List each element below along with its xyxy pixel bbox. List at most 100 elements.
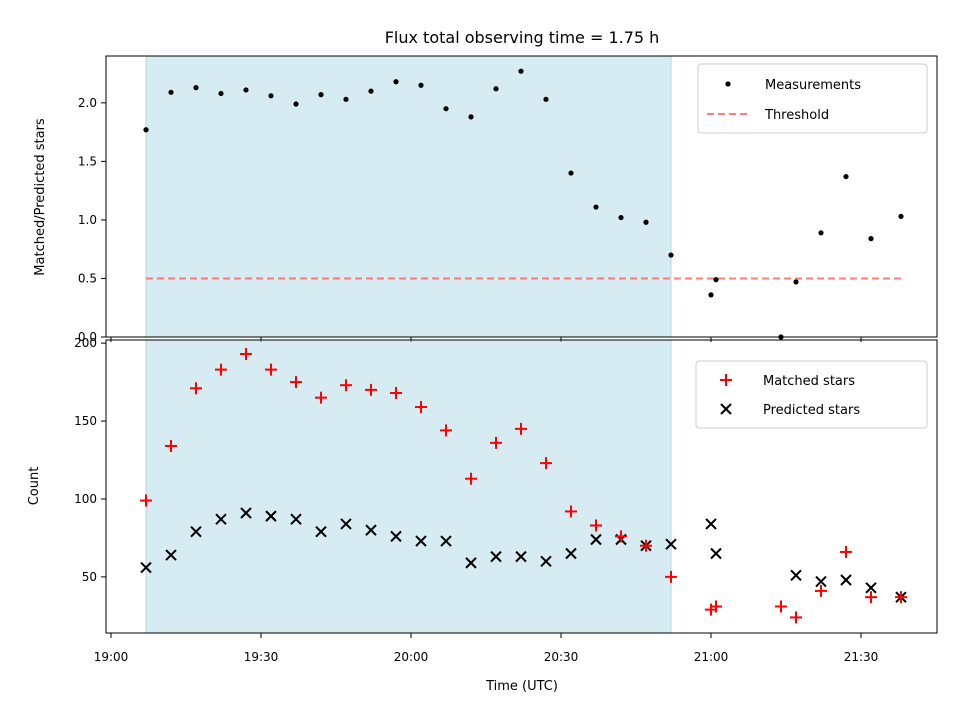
predicted-point: [240, 507, 252, 519]
measurement-point: [518, 68, 524, 74]
measurement-point: [868, 236, 874, 242]
x-tick-label: 21:00: [694, 650, 729, 664]
matched-point: [365, 383, 377, 396]
matched-point: [315, 391, 327, 404]
predicted-point: [705, 518, 717, 530]
matched-point: [895, 591, 907, 604]
legend-threshold-label: Threshold: [764, 108, 829, 123]
matched-point: [710, 600, 722, 613]
x-tick-label: 20:00: [394, 650, 429, 664]
matched-point: [165, 439, 177, 452]
matched-point: [865, 591, 877, 604]
measurement-point: [368, 88, 374, 94]
bottom-y-tick-label: 200: [74, 336, 97, 350]
bottom-y-axis-label: Count: [27, 467, 42, 506]
measurement-point: [493, 86, 499, 92]
legend-measurements-label: Measurements: [765, 78, 861, 93]
top-y-axis-label: Matched/Predicted stars: [33, 118, 48, 276]
legend-predicted-label: Predicted stars: [763, 403, 860, 418]
measurement-point: [418, 82, 424, 88]
legend-measurements-marker: [725, 81, 731, 87]
matched-point: [790, 611, 802, 624]
x-tick-label: 19:30: [244, 650, 279, 664]
measurement-point: [643, 219, 649, 225]
matched-point: [540, 457, 552, 470]
measurement-point: [618, 214, 624, 221]
predicted-point: [515, 550, 527, 563]
matched-point: [240, 348, 252, 361]
measurement-point: [318, 92, 324, 98]
measurement-point: [193, 85, 199, 91]
measurement-point: [218, 90, 224, 97]
bottom-y-tick-label: 50: [82, 570, 97, 584]
top-y-tick-label: 1.0: [78, 213, 97, 227]
measurement-point: [168, 89, 174, 95]
bottom-observing-window: [145, 339, 672, 634]
bottom-y-tick-label: 150: [74, 414, 97, 428]
matched-point: [390, 386, 402, 399]
matched-point: [840, 545, 852, 558]
measurement-point: [668, 252, 674, 258]
top-y-tick-label: 1.5: [78, 154, 97, 168]
x-tick-label: 20:30: [544, 650, 579, 664]
predicted-point: [590, 533, 602, 546]
matched-point: [265, 363, 277, 376]
top-y-tick-label: 2.0: [78, 96, 97, 110]
measurement-point: [898, 213, 904, 220]
matched-point: [515, 422, 527, 435]
matched-point: [590, 519, 602, 532]
predicted-point: [790, 569, 802, 582]
matched-point: [415, 401, 427, 414]
top-panel-frame: [105, 55, 938, 338]
legend-matched-label: Matched stars: [763, 374, 855, 389]
predicted-point: [710, 547, 722, 560]
predicted-point: [190, 525, 202, 538]
measurement-point: [143, 127, 149, 133]
measurement-point: [343, 96, 349, 102]
predicted-point: [465, 557, 477, 569]
predicted-point: [290, 513, 302, 525]
matched-point: [615, 530, 627, 543]
predicted-point: [540, 555, 552, 568]
matched-point: [440, 424, 452, 437]
predicted-point: [315, 525, 327, 538]
predicted-point: [490, 550, 502, 563]
predicted-point: [665, 538, 677, 550]
legend-matched-marker: [720, 374, 732, 386]
matched-point: [565, 505, 577, 518]
matched-point: [665, 570, 677, 583]
matched-point: [340, 379, 352, 392]
matched-point: [775, 600, 787, 613]
matched-point: [190, 382, 202, 395]
predicted-point: [165, 549, 177, 561]
predicted-point: [340, 518, 352, 530]
measurement-point: [713, 277, 719, 283]
x-tick-label: 19:00: [94, 650, 129, 664]
measurement-point: [468, 114, 474, 120]
x-tick-label: 21:30: [844, 650, 879, 664]
x-axis-label: Time (UTC): [485, 679, 558, 694]
top-legend: Measurements Threshold: [697, 63, 928, 134]
bottom-panel: 50 100 150 200 19:00 19:30 20:00 20:30 21:00 21:…: [27, 336, 938, 694]
measurement-point: [268, 93, 274, 99]
top-legend-box: [697, 63, 928, 134]
matched-point: [640, 539, 652, 552]
matched-point: [490, 436, 502, 449]
bottom-legend-box: [695, 360, 928, 429]
matched-point: [290, 376, 302, 389]
predicted-point: [865, 582, 877, 594]
chart-title: Flux total observing time = 1.75 h: [385, 28, 660, 47]
top-y-tick-label: 0.0: [78, 330, 97, 344]
matched-point: [465, 472, 477, 485]
measurement-point: [543, 96, 549, 102]
bottom-y-tick-label: 100: [74, 492, 97, 506]
measurement-point: [568, 170, 574, 176]
matched-point: [140, 494, 152, 507]
bottom-panel-frame: [105, 339, 938, 634]
predicted-point: [140, 561, 152, 574]
measurement-point: [818, 230, 824, 236]
measurement-point: [243, 87, 249, 93]
top-panel: 0.00.51.01.52.0 Matched/Predicted stars …: [33, 55, 938, 344]
legend-predicted-marker: [720, 403, 732, 415]
